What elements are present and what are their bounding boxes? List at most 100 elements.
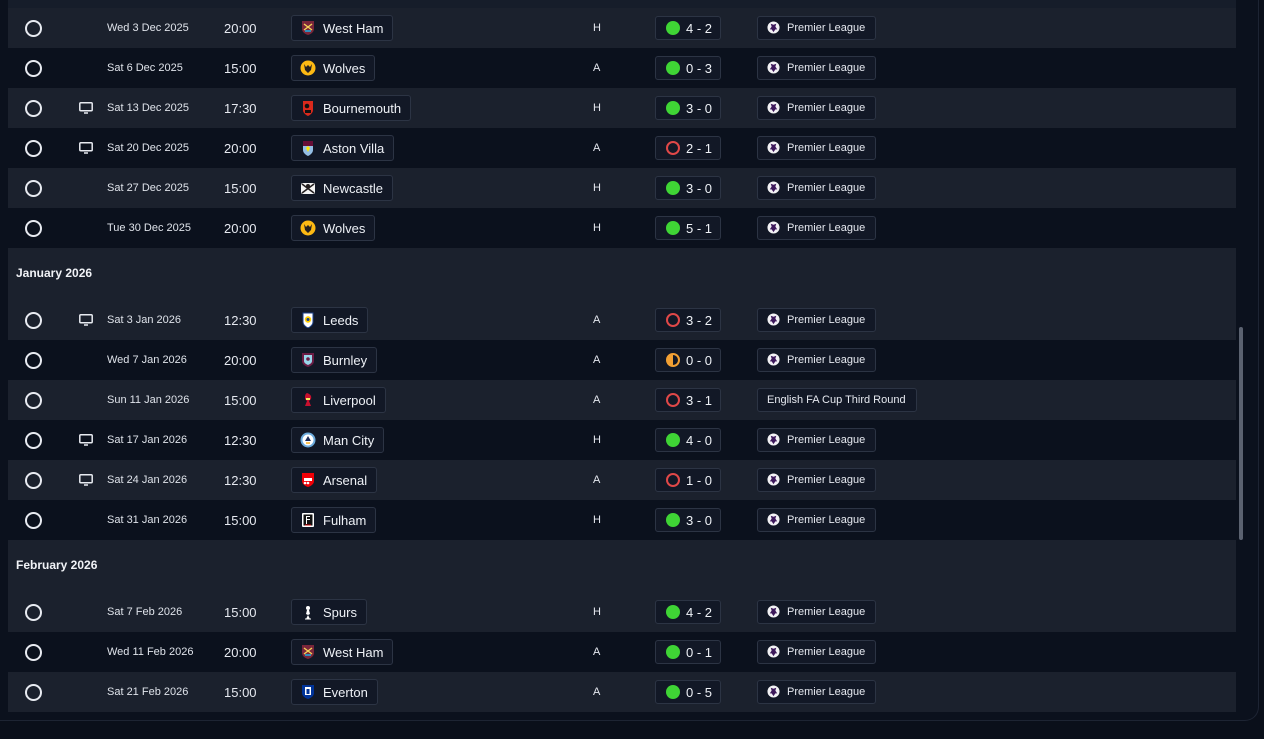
result-button[interactable]: 0 - 0 [655, 348, 722, 372]
newcastle-crest-icon [300, 180, 316, 196]
fixture-row[interactable]: Wed 3 Dec 2025 20:00 West Ham H 4 - 2 Premier… [8, 8, 1236, 48]
select-radio[interactable] [24, 603, 42, 621]
result-button[interactable]: 5 - 1 [655, 216, 722, 240]
result-button[interactable]: 4 - 0 [655, 428, 722, 452]
select-radio[interactable] [24, 683, 42, 701]
result-cell: 0 - 3 [655, 48, 722, 88]
select-radio[interactable] [24, 351, 42, 369]
wolves-crest-icon [300, 60, 316, 76]
competition-button[interactable]: Premier League [757, 680, 877, 704]
result-button[interactable]: 0 - 5 [655, 680, 722, 704]
select-radio[interactable] [24, 511, 42, 529]
select-radio[interactable] [24, 59, 42, 77]
opponent-button[interactable]: West Ham [291, 15, 394, 41]
competition-name: Premier League [787, 646, 866, 658]
score: 0 - 3 [686, 60, 713, 76]
fixture-row[interactable]: Tue 30 Dec 2025 20:00 Wolves H 5 - 1 Premier … [8, 208, 1236, 248]
opponent-button[interactable]: Burnley [291, 347, 378, 373]
result-button[interactable]: 4 - 2 [655, 600, 722, 624]
competition-button[interactable]: Premier League [757, 600, 877, 624]
result-button[interactable]: 3 - 1 [655, 388, 722, 412]
competition-button[interactable]: Premier League [757, 428, 877, 452]
opponent-button[interactable]: Arsenal [291, 467, 378, 493]
opponent-cell: West Ham [291, 8, 394, 48]
opponent-button[interactable]: Man City [291, 427, 385, 453]
fixture-row[interactable]: Sat 27 Dec 2025 15:00 Newcastle H 3 - 0 Premi… [8, 168, 1236, 208]
competition-button[interactable]: Premier League [757, 136, 877, 160]
opponent-button[interactable]: Wolves [291, 215, 376, 241]
fixture-row[interactable]: Sat 24 Jan 2026 12:30 Arsenal A 1 - 0 Premier… [8, 460, 1236, 500]
opponent-cell: Burnley [291, 340, 378, 380]
scrollbar-thumb[interactable] [1239, 327, 1243, 540]
competition-cell: Premier League [757, 672, 877, 712]
opponent-button[interactable]: Aston Villa [291, 135, 395, 161]
tv-cell [78, 8, 94, 48]
result-button[interactable]: 3 - 2 [655, 308, 722, 332]
result-button[interactable]: 3 - 0 [655, 508, 722, 532]
result-cell: 0 - 1 [655, 632, 722, 672]
result-button[interactable]: 3 - 0 [655, 96, 722, 120]
tv-cell [78, 208, 94, 248]
result-button[interactable]: 3 - 0 [655, 176, 722, 200]
select-radio[interactable] [24, 19, 42, 37]
select-radio[interactable] [24, 139, 42, 157]
tv-cell [78, 420, 94, 460]
fixture-row[interactable]: Sat 20 Dec 2025 20:00 Aston Villa A 2 - 1 Pre… [8, 128, 1236, 168]
fixture-row[interactable]: Sat 3 Jan 2026 12:30 Leeds A 3 - 2 Premier Le… [8, 300, 1236, 340]
score: 3 - 0 [686, 100, 713, 116]
competition-button[interactable]: Premier League [757, 348, 877, 372]
select-radio[interactable] [24, 311, 42, 329]
competition-cell: Premier League [757, 592, 877, 632]
fixture-row[interactable]: Sat 21 Feb 2026 15:00 Everton A 0 - 5 Premier… [8, 672, 1236, 712]
match-date: Wed 11 Feb 2026 [107, 646, 194, 658]
fixture-row[interactable]: Sat 6 Dec 2025 15:00 Wolves A 0 - 3 Premier L… [8, 48, 1236, 88]
result-button[interactable]: 2 - 1 [655, 136, 722, 160]
fixture-row[interactable]: Sun 11 Jan 2026 15:00 Liverpool A 3 - 1 Engli… [8, 380, 1236, 420]
competition-button[interactable]: Premier League [757, 308, 877, 332]
competition-button[interactable]: Premier League [757, 640, 877, 664]
result-button[interactable]: 0 - 1 [655, 640, 722, 664]
competition-button[interactable]: Premier League [757, 16, 877, 40]
select-radio[interactable] [24, 391, 42, 409]
select-radio[interactable] [24, 471, 42, 489]
premier-league-icon [767, 513, 780, 527]
opponent-button[interactable]: Bournemouth [291, 95, 412, 121]
fixture-row[interactable]: Sat 7 Feb 2026 15:00 Spurs H 4 - 2 Premier Le… [8, 592, 1236, 632]
kickoff-time: 20:00 [224, 20, 257, 36]
select-radio[interactable] [24, 431, 42, 449]
opponent-button[interactable]: Everton [291, 679, 378, 705]
opponent-button[interactable]: Liverpool [291, 387, 386, 413]
fixture-row[interactable]: Wed 7 Jan 2026 20:00 Burnley A 0 - 0 Premier … [8, 340, 1236, 380]
opponent-button[interactable]: Fulham [291, 507, 377, 533]
opponent-button[interactable]: Wolves [291, 55, 376, 81]
tv-cell [78, 340, 94, 380]
opponent-button[interactable]: Newcastle [291, 175, 393, 201]
select-radio[interactable] [24, 219, 42, 237]
competition-button[interactable]: Premier League [757, 508, 877, 532]
competition-button[interactable]: Premier League [757, 56, 877, 80]
select-radio[interactable] [24, 179, 42, 197]
competition-name: Premier League [787, 606, 866, 618]
fixture-row[interactable]: Sat 13 Dec 2025 17:30 Bournemouth H 3 - 0 Pre… [8, 88, 1236, 128]
opponent-button[interactable]: West Ham [291, 639, 394, 665]
month-header: February 2026 [8, 540, 1236, 592]
competition-button[interactable]: English FA Cup Third Round [757, 388, 917, 412]
select-radio[interactable] [24, 99, 42, 117]
select-radio[interactable] [24, 643, 42, 661]
competition-button[interactable]: Premier League [757, 468, 877, 492]
result-draw-icon [666, 353, 680, 367]
result-button[interactable]: 0 - 3 [655, 56, 722, 80]
competition-button[interactable]: Premier League [757, 216, 877, 240]
fixture-row[interactable]: Wed 11 Feb 2026 20:00 West Ham A 0 - 1 Premie… [8, 632, 1236, 672]
result-button[interactable]: 4 - 2 [655, 16, 722, 40]
result-button[interactable]: 1 - 0 [655, 468, 722, 492]
result-cell: 1 - 0 [655, 460, 722, 500]
competition-button[interactable]: Premier League [757, 176, 877, 200]
premier-league-icon [767, 353, 780, 367]
opponent-button[interactable]: Spurs [291, 599, 367, 625]
competition-button[interactable]: Premier League [757, 96, 877, 120]
match-date: Sat 21 Feb 2026 [107, 686, 189, 698]
opponent-button[interactable]: Leeds [291, 307, 369, 333]
fixture-row[interactable]: Sat 31 Jan 2026 15:00 Fulham H 3 - 0 Premier … [8, 500, 1236, 540]
fixture-row[interactable]: Sat 17 Jan 2026 12:30 Man City H 4 - 0 Premie… [8, 420, 1236, 460]
